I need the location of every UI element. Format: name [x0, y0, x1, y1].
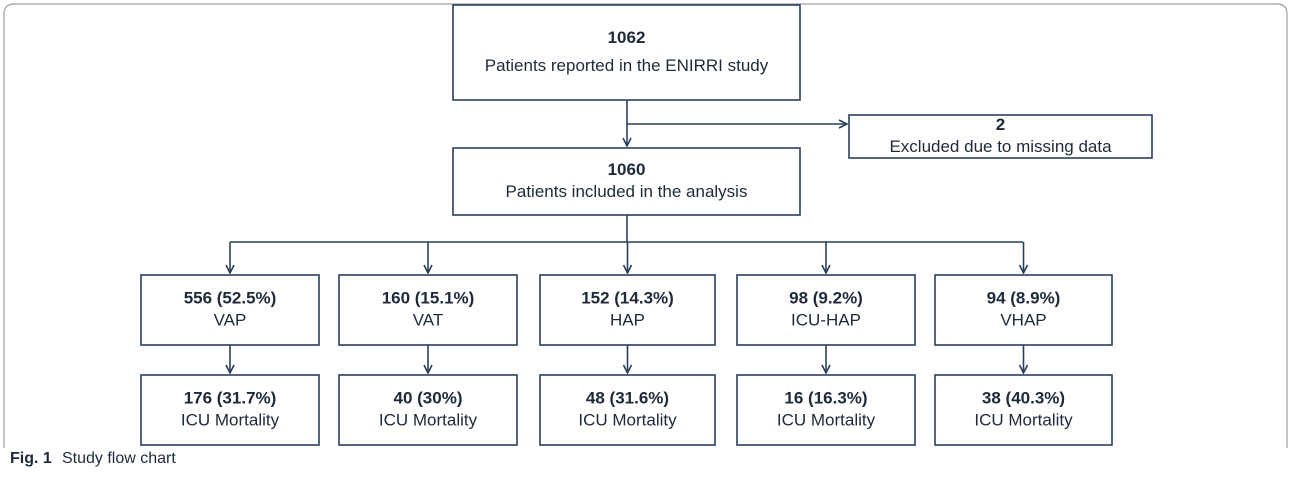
node-label: ICU Mortality — [777, 410, 876, 429]
node-box — [452, 4, 801, 101]
node-label: HAP — [610, 310, 645, 329]
node-count: 556 (52.5%) — [184, 288, 277, 307]
node-label: ICU Mortality — [181, 410, 280, 429]
node-box — [736, 374, 916, 446]
node-count: 40 (30%) — [394, 388, 463, 407]
node-count: 16 (16.3%) — [784, 388, 867, 407]
node-box — [848, 114, 1153, 159]
node-count: 94 (8.9%) — [987, 288, 1061, 307]
node-label: Excluded due to missing data — [889, 137, 1112, 156]
node-label: ICU-HAP — [791, 310, 861, 329]
caption-title: Study flow chart — [62, 450, 176, 467]
node-count: 152 (14.3%) — [581, 288, 674, 307]
caption-label: Fig. 1 — [10, 450, 52, 467]
node-count: 98 (9.2%) — [789, 288, 863, 307]
node-box — [452, 147, 801, 216]
node-box — [539, 274, 716, 346]
node-label: VHAP — [1000, 310, 1046, 329]
connectors — [230, 100, 1023, 243]
node-label: ICU Mortality — [578, 410, 677, 429]
node-label: VAP — [214, 310, 247, 329]
frame — [3, 3, 1288, 448]
node-count: 38 (40.3%) — [982, 388, 1065, 407]
node-count: 1060 — [608, 160, 646, 179]
node-label: Patients included in the analysis — [506, 182, 748, 201]
node-box — [736, 274, 916, 346]
node-count: 160 (15.1%) — [382, 288, 475, 307]
node-label: Patients reported in the ENIRRI study — [485, 56, 769, 75]
node-box — [140, 374, 320, 446]
node-box — [934, 274, 1113, 346]
node-box — [140, 274, 320, 346]
node-box — [934, 374, 1113, 446]
node-count: 48 (31.6%) — [586, 388, 669, 407]
node-label: ICU Mortality — [974, 410, 1073, 429]
node-label: VAT — [413, 310, 444, 329]
node-label: ICU Mortality — [379, 410, 478, 429]
node-box — [338, 374, 518, 446]
node-count: 2 — [996, 115, 1005, 134]
node-box — [338, 274, 518, 346]
node-box — [539, 374, 716, 446]
node-count: 176 (31.7%) — [184, 388, 277, 407]
node-count: 1062 — [608, 28, 646, 47]
